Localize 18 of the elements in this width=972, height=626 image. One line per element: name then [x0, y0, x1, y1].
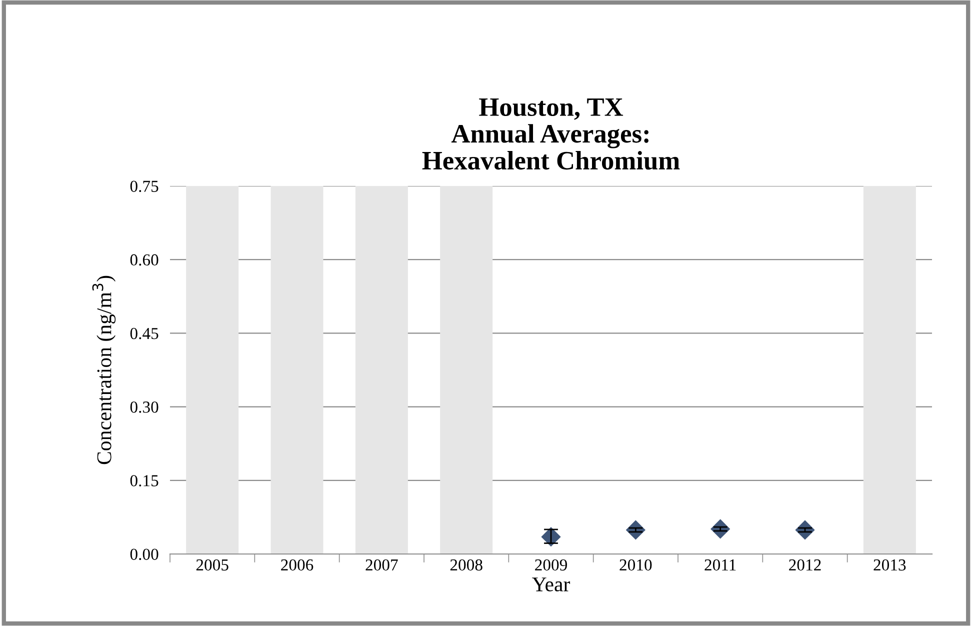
x-tick-label: 2010	[620, 559, 652, 571]
x-tick-label: 2007	[366, 559, 398, 571]
y-tick-label: 0.45	[130, 328, 158, 340]
y-tick-label: 0.75	[130, 180, 158, 192]
x-tick-label: 2013	[874, 559, 906, 571]
x-tick-label: 2006	[281, 559, 314, 571]
y-tick-label: 0.00	[130, 548, 158, 560]
x-axis-title: Year	[532, 578, 570, 592]
y-tick-label: 0.30	[130, 402, 158, 413]
y-tick-label: 0.60	[130, 254, 158, 266]
y-tick-label: 0.15	[130, 475, 158, 486]
x-tick-label: 2009	[535, 559, 567, 571]
x-tick-label: 2011	[704, 559, 736, 571]
x-tick-label: 2005	[196, 559, 228, 571]
chart-title: Houston, TX Annual Averages: Hexavalent Chromium	[422, 98, 680, 170]
x-tick-label: 2012	[789, 559, 821, 571]
x-tick-label: 2008	[450, 559, 482, 571]
y-axis-title: Concentration (ng/m$^{3}$)	[92, 276, 116, 464]
